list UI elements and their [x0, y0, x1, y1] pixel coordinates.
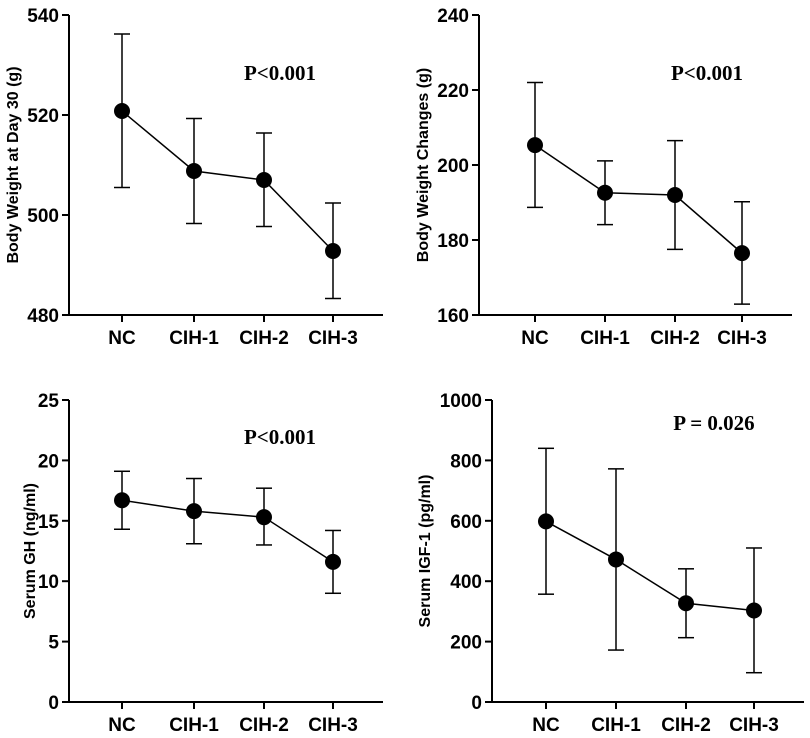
x-tick-label: CIH-3	[717, 328, 767, 349]
data-point	[325, 553, 341, 570]
data-point	[256, 172, 272, 188]
y-tick-label: 1000	[440, 391, 482, 412]
series-line	[121, 499, 334, 563]
data-point	[256, 509, 272, 526]
y-tick-label: 480	[27, 306, 59, 327]
data-point	[114, 103, 130, 119]
y-tick-label: 15	[38, 512, 60, 533]
chart-panel-3: 0 5 10 15 20 25 NC CIH-1 CIH-2 CIH-3 Serum GH (ng/…	[22, 391, 383, 736]
chart-panel-1: 480 500 520 540 NC CIH-1 CIH-2 CIH-3 Body Weight…	[5, 6, 383, 349]
data-point	[186, 163, 202, 179]
y-tick-label: 20	[38, 451, 59, 472]
data-point	[527, 137, 543, 154]
p-value-annotation: P<0.001	[244, 61, 316, 85]
y-tick-label: 200	[437, 156, 469, 177]
p-value-annotation: P = 0.026	[673, 411, 754, 435]
y-tick-label: 240	[437, 6, 469, 27]
y-tick-label: 500	[27, 206, 59, 227]
y-tick-label: 160	[437, 306, 469, 327]
p-value-annotation: P<0.001	[671, 61, 743, 85]
data-point	[734, 245, 750, 262]
series-line	[534, 144, 743, 254]
y-tick-label: 400	[450, 572, 482, 593]
x-tick-label: CIH-1	[169, 715, 219, 736]
y-tick-label: 520	[27, 106, 59, 127]
y-tick-label: 0	[471, 693, 482, 714]
x-tick-label: CIH-2	[661, 715, 711, 736]
y-tick-label: 5	[48, 633, 59, 654]
x-tick-label: NC	[532, 715, 560, 736]
chart-panel-2: 160 180 200 220 240 NC CIH-1 CIH-2 CIH-3 Body Wei…	[415, 6, 792, 349]
x-tick-label: CIH-2	[239, 715, 289, 736]
y-tick-label: 25	[38, 391, 60, 412]
p-value-annotation: P<0.001	[244, 425, 316, 449]
data-point	[597, 184, 613, 201]
y-axis-label: Body Weight Changes (g)	[415, 68, 432, 262]
y-tick-label: 10	[38, 572, 59, 593]
data-point	[678, 595, 694, 612]
y-axis-label: Body Weight at Day 30 (g)	[5, 66, 22, 263]
x-tick-label: CIH-2	[239, 328, 289, 349]
data-point	[114, 492, 130, 509]
x-tick-label: CIH-1	[169, 328, 219, 349]
data-point	[186, 503, 202, 520]
data-point	[608, 551, 624, 568]
x-tick-label: CIH-3	[308, 328, 358, 349]
data-point	[667, 187, 683, 203]
x-tick-label: CIH-2	[650, 328, 700, 349]
x-tick-label: NC	[521, 328, 549, 349]
data-point	[538, 513, 554, 530]
x-tick-label: CIH-3	[308, 715, 358, 736]
data-point	[746, 602, 762, 619]
x-tick-label: NC	[108, 715, 136, 736]
y-axis-label: Serum IGF-1 (pg/ml)	[417, 475, 434, 628]
x-tick-label: CIH-1	[591, 715, 641, 736]
y-tick-label: 0	[48, 693, 59, 714]
chart-panel-4: 0 200 400 600 800 1000 NC CIH-1 CIH-2 CIH-3 Serum …	[417, 391, 804, 736]
y-tick-label: 220	[437, 81, 469, 102]
series-line	[121, 110, 334, 252]
y-tick-label: 600	[450, 512, 482, 533]
x-tick-label: NC	[108, 328, 136, 349]
y-tick-label: 540	[27, 6, 59, 27]
y-tick-label: 180	[437, 231, 469, 252]
y-tick-label: 800	[450, 451, 482, 472]
y-axis-label: Serum GH (ng/ml)	[22, 483, 39, 619]
y-tick-label: 200	[450, 633, 482, 654]
data-point	[325, 243, 341, 259]
series-line	[545, 520, 755, 612]
x-tick-label: CIH-3	[729, 715, 779, 736]
x-tick-label: CIH-1	[580, 328, 630, 349]
